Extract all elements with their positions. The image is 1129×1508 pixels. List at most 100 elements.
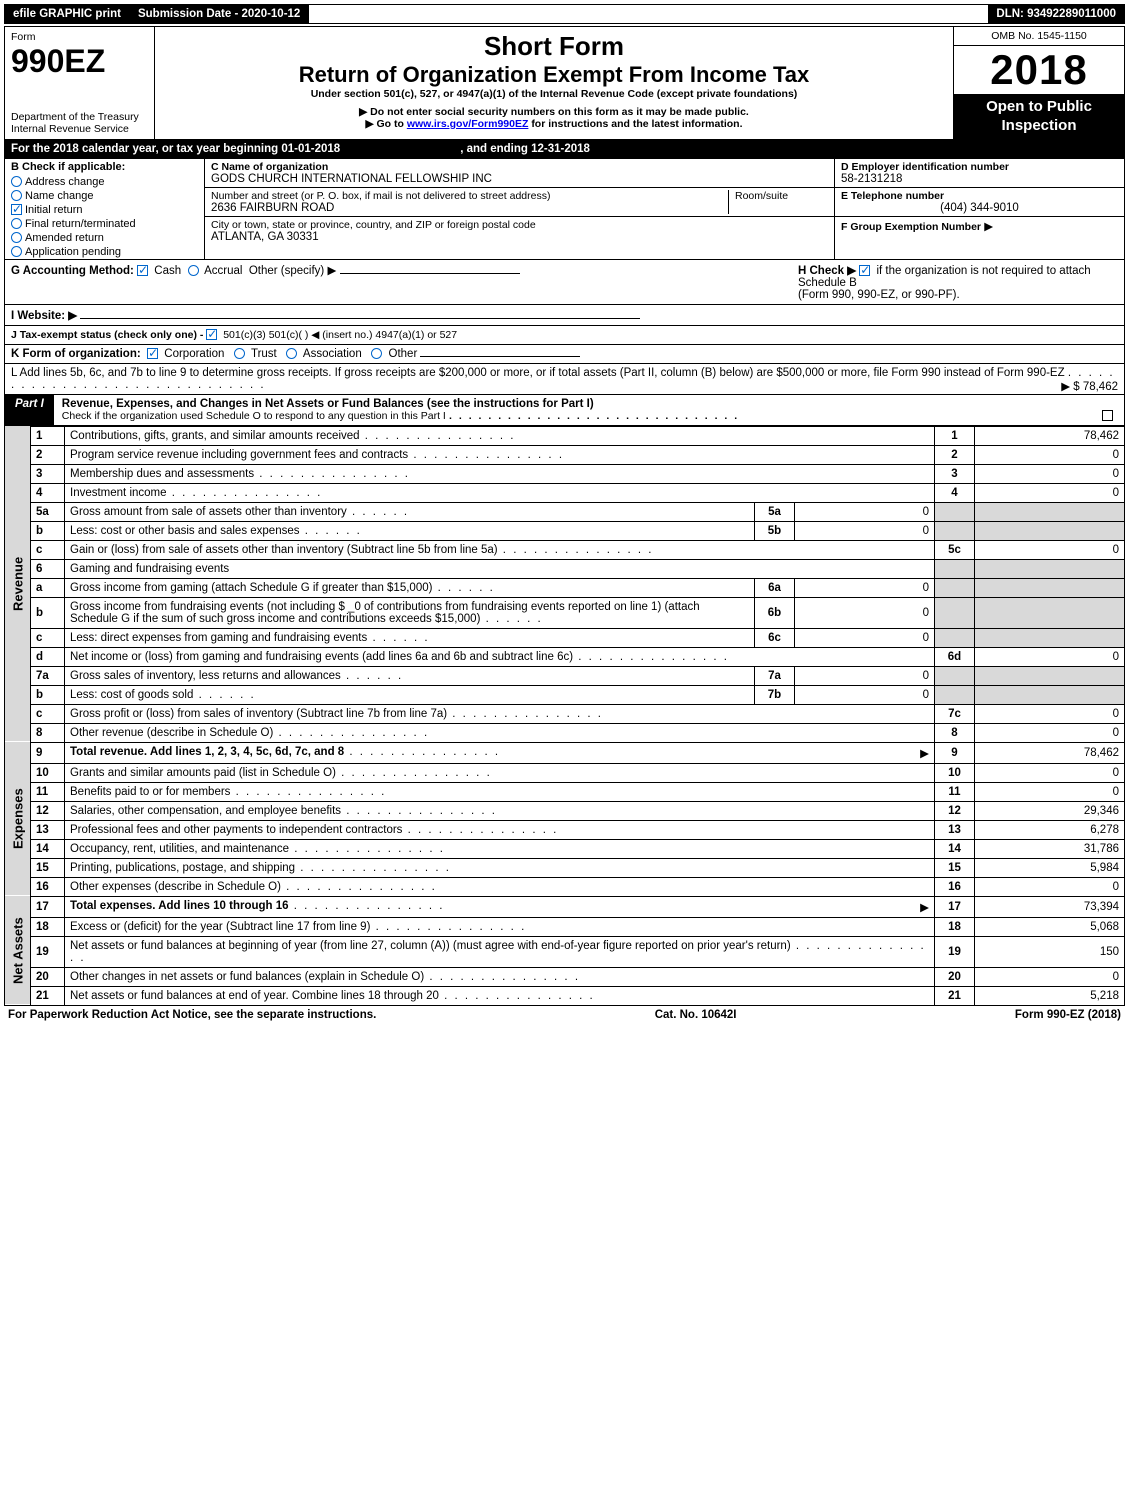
box-c-label: C Name of organization	[211, 161, 328, 173]
efile-print[interactable]: efile GRAPHIC print	[5, 5, 130, 23]
line-number: 20	[31, 967, 65, 986]
accounting-method-label: G Accounting Method:	[11, 265, 134, 277]
street-label: Number and street (or P. O. box, if mail…	[211, 190, 550, 202]
line-number: b	[31, 521, 65, 540]
sub-value: 0	[795, 502, 935, 521]
line-ref: 9	[935, 742, 975, 763]
period-end: , and ending 12-31-2018	[460, 143, 590, 155]
line-ref: 10	[935, 763, 975, 782]
box-def: D Employer identification number 58-2131…	[834, 159, 1124, 259]
option-radio[interactable]	[11, 218, 22, 229]
website-input[interactable]	[80, 318, 640, 319]
corporation-checkbox[interactable]	[147, 348, 158, 359]
sub-ref: 6c	[755, 628, 795, 647]
line-number: 11	[31, 782, 65, 801]
sub-ref: 5b	[755, 521, 795, 540]
line-description: Other revenue (describe in Schedule O)	[65, 723, 935, 742]
line-number: b	[31, 597, 65, 628]
line-description: Contributions, gifts, grants, and simila…	[65, 426, 935, 445]
dept-treasury: Department of the Treasury	[11, 111, 148, 123]
line-ref: 14	[935, 839, 975, 858]
grey-cell	[935, 559, 975, 578]
schedule-o-checkbox[interactable]	[1102, 410, 1113, 421]
dots-icon	[449, 410, 739, 422]
grey-cell	[975, 685, 1125, 704]
footer-left: For Paperwork Reduction Act Notice, see …	[8, 1009, 376, 1021]
line-ref: 19	[935, 936, 975, 967]
501c3-checkbox[interactable]	[206, 329, 217, 340]
table-row: 19Net assets or fund balances at beginni…	[5, 936, 1125, 967]
line-value: 73,394	[975, 896, 1125, 917]
option-radio[interactable]	[11, 176, 22, 187]
line-ref: 4	[935, 483, 975, 502]
table-row: 10Grants and similar amounts paid (list …	[5, 763, 1125, 782]
option-radio[interactable]	[11, 246, 22, 257]
grey-cell	[935, 628, 975, 647]
line-value: 78,462	[975, 426, 1125, 445]
option-radio[interactable]	[11, 232, 22, 243]
line-description: Gross income from fundraising events (no…	[65, 597, 755, 628]
table-row: aGross income from gaming (attach Schedu…	[5, 578, 1125, 597]
irs-link[interactable]: www.irs.gov/Form990EZ	[407, 118, 529, 130]
line-description: Net assets or fund balances at end of ye…	[65, 986, 935, 1005]
line-number: 9	[31, 742, 65, 763]
line-description: Net assets or fund balances at beginning…	[65, 936, 935, 967]
line-value: 5,068	[975, 917, 1125, 936]
return-title: Return of Organization Exempt From Incom…	[163, 62, 945, 88]
option-checkbox[interactable]	[11, 204, 22, 215]
table-row: 20Other changes in net assets or fund ba…	[5, 967, 1125, 986]
dots-icon	[341, 805, 497, 817]
line-ref: 17	[935, 896, 975, 917]
line-number: 17	[31, 896, 65, 917]
accrual-label: Accrual	[204, 265, 242, 277]
option-radio[interactable]	[11, 190, 22, 201]
dots-icon	[573, 651, 729, 663]
option-label: Amended return	[25, 232, 104, 244]
goto-suffix: for instructions and the latest informat…	[531, 118, 742, 130]
line-number: c	[31, 628, 65, 647]
line-value: 0	[975, 445, 1125, 464]
line-description: Gross income from gaming (attach Schedul…	[65, 578, 755, 597]
line-description: Total expenses. Add lines 10 through 16 …	[65, 896, 935, 917]
dots-icon	[167, 487, 323, 499]
other-specify-input[interactable]	[340, 273, 520, 274]
table-row: dNet income or (loss) from gaming and fu…	[5, 647, 1125, 666]
line-value: 0	[975, 483, 1125, 502]
line-value: 6,278	[975, 820, 1125, 839]
sub-ref: 5a	[755, 502, 795, 521]
line-ref: 16	[935, 877, 975, 896]
cash-checkbox[interactable]	[137, 265, 148, 276]
table-row: bLess: cost of goods sold7b0	[5, 685, 1125, 704]
cash-label: Cash	[154, 265, 181, 277]
line-description: Less: cost of goods sold	[65, 685, 755, 704]
revenue-side-label: Revenue	[5, 426, 31, 742]
dots-icon	[480, 613, 542, 625]
box-b-heading: B Check if applicable:	[5, 159, 204, 175]
k-association: Association	[303, 348, 362, 360]
table-row: 15Printing, publications, postage, and s…	[5, 858, 1125, 877]
box-b-option: Address change	[5, 175, 204, 189]
row-k: K Form of organization: Corporation Trus…	[4, 345, 1125, 364]
dots-icon	[402, 824, 558, 836]
table-row: 14Occupancy, rent, utilities, and mainte…	[5, 839, 1125, 858]
sub-value: 0	[795, 666, 935, 685]
netassets-side-label: Net Assets	[5, 896, 31, 1005]
grey-cell	[935, 502, 975, 521]
line-number: c	[31, 540, 65, 559]
line-number: 8	[31, 723, 65, 742]
trust-radio[interactable]	[234, 348, 245, 359]
association-radio[interactable]	[286, 348, 297, 359]
table-row: 11Benefits paid to or for members110	[5, 782, 1125, 801]
h-checkbox[interactable]	[859, 265, 870, 276]
accrual-radio[interactable]	[188, 265, 199, 276]
phone-value: (404) 344-9010	[841, 202, 1118, 214]
line-description: Occupancy, rent, utilities, and maintena…	[65, 839, 935, 858]
k-other-input[interactable]	[420, 356, 580, 357]
dots-icon	[344, 746, 500, 758]
table-row: 16Other expenses (describe in Schedule O…	[5, 877, 1125, 896]
line-value: 0	[975, 723, 1125, 742]
entity-info-grid: B Check if applicable: Address changeNam…	[4, 159, 1125, 260]
line-value: 0	[975, 967, 1125, 986]
dots-icon	[370, 921, 526, 933]
other-radio[interactable]	[371, 348, 382, 359]
